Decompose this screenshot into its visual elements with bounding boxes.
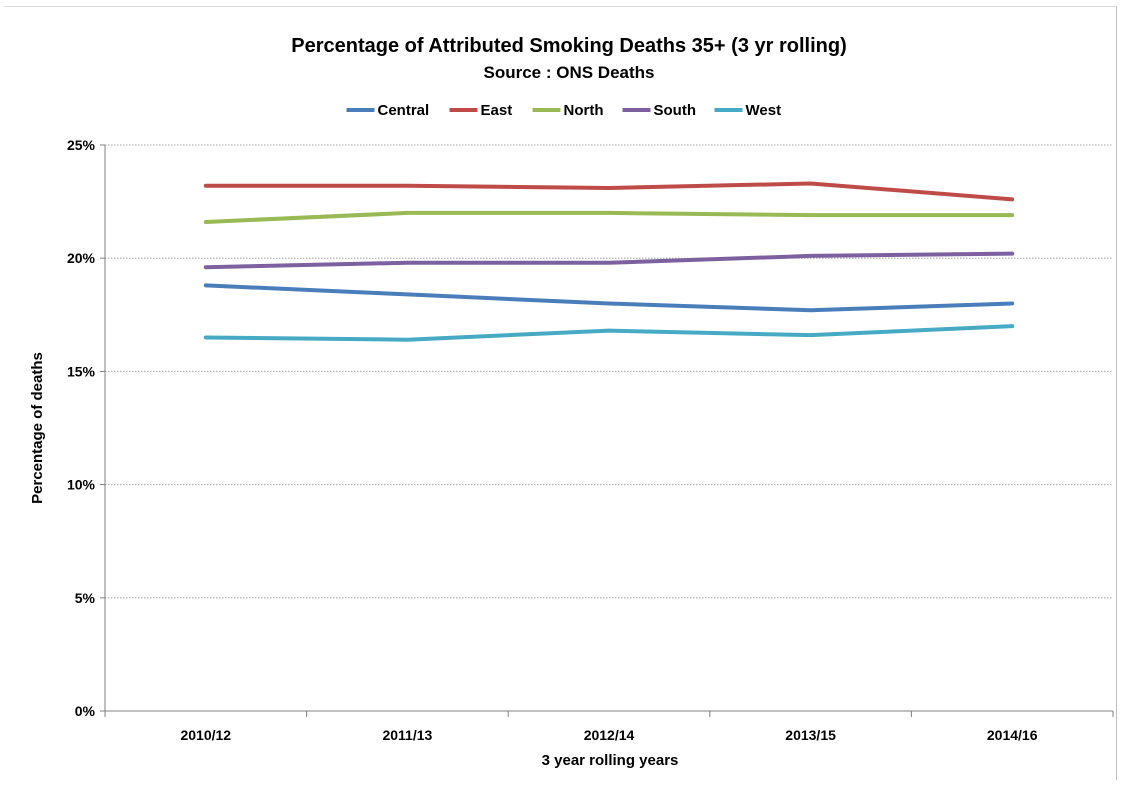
y-tick-label: 5% xyxy=(75,590,96,606)
y-tick-label: 0% xyxy=(75,703,96,719)
x-axis-ticks: 2010/12 2011/13 2012/14 2013/15 2014/16 xyxy=(104,711,1114,743)
legend-label-south: South xyxy=(654,102,697,119)
legend-label-east: East xyxy=(481,102,513,119)
series-line-east xyxy=(203,181,1015,202)
series-lines xyxy=(203,181,1015,342)
chart-frame xyxy=(4,6,1117,780)
gridlines xyxy=(105,144,1113,599)
x-tick-label: 2011/13 xyxy=(382,727,432,743)
y-tick-label: 20% xyxy=(67,250,96,266)
chart-title: Percentage of Attributed Smoking Deaths … xyxy=(291,35,846,57)
x-tick-label: 2010/12 xyxy=(180,727,231,743)
y-axis-label: Percentage of deaths xyxy=(29,352,46,504)
legend-label-central: Central xyxy=(378,102,430,119)
y-tick-label: 15% xyxy=(67,363,96,379)
y-tick-label: 10% xyxy=(67,477,96,493)
x-tick-label: 2012/14 xyxy=(584,727,635,743)
series-line-central xyxy=(203,283,1015,313)
chart-subtitle: Source : ONS Deaths xyxy=(484,63,655,82)
series-line-south xyxy=(203,251,1015,270)
axes xyxy=(104,145,1113,712)
series-line-north xyxy=(203,210,1015,224)
legend-label-west: West xyxy=(746,102,782,119)
x-tick-label: 2014/16 xyxy=(987,727,1038,743)
y-axis-ticks: 0% 5% 10% 15% 20% 25% xyxy=(67,137,105,719)
x-tick-label: 2013/15 xyxy=(785,727,836,743)
y-tick-label: 25% xyxy=(67,137,96,153)
x-axis-label: 3 year rolling years xyxy=(542,752,679,769)
series-line-west xyxy=(203,324,1015,342)
legend-label-north: North xyxy=(564,102,604,119)
legend: Central East North South West xyxy=(346,102,782,119)
